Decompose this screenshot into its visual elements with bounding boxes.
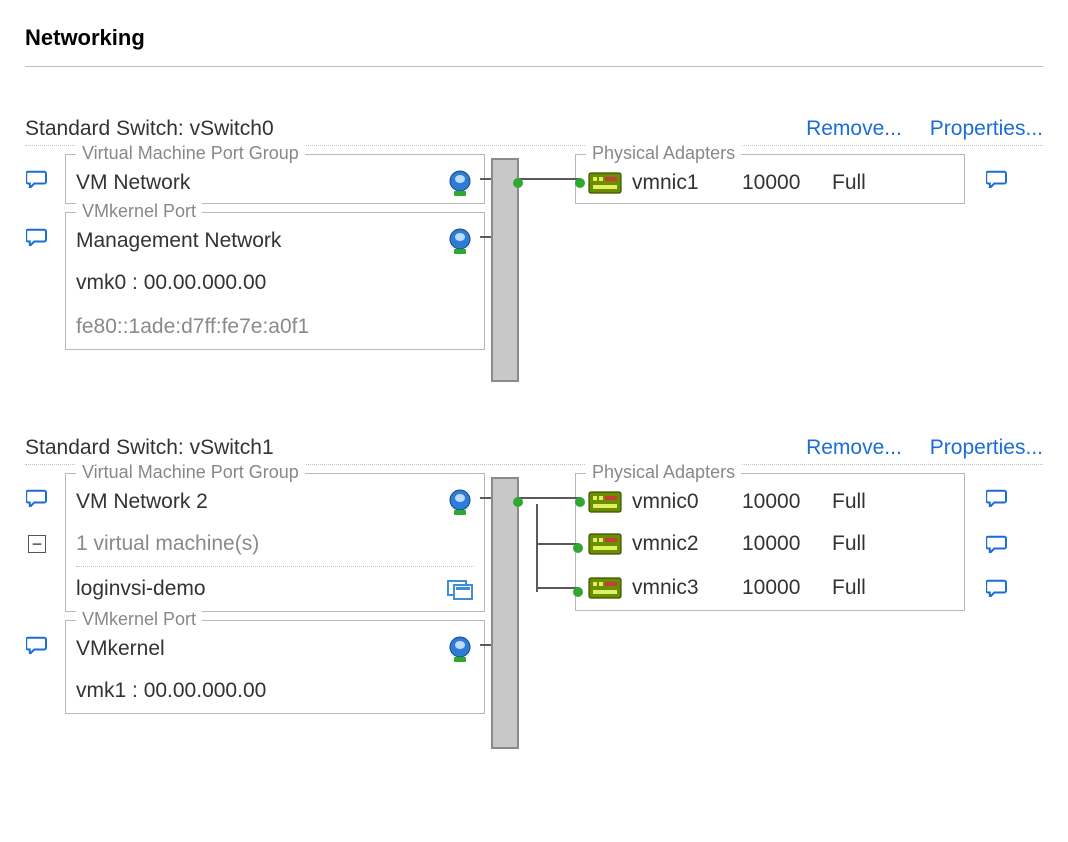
trunk-column — [485, 154, 525, 386]
adapter-speed: 10000 — [742, 576, 822, 600]
connector-dot — [573, 587, 583, 597]
nic-icon — [588, 532, 622, 556]
switch-trunk — [491, 477, 519, 749]
page-title: Networking — [25, 25, 1043, 67]
port-group-row: loginvsi-demo — [66, 567, 484, 611]
adapter-speed: 10000 — [742, 171, 822, 195]
adapters-column: Physical Adapters vmnic0 10000 Full vmni… — [525, 473, 965, 753]
remove-link[interactable]: Remove... — [806, 117, 902, 141]
port-group-row: VMkernel — [66, 621, 484, 669]
connector-line — [518, 178, 580, 180]
speech-icon[interactable] — [986, 489, 1008, 507]
port-groups-column: Virtual Machine Port Group VM Network VM… — [25, 154, 485, 386]
nic-icon — [588, 490, 622, 514]
vswitch-diagram: Virtual Machine Port Group VM Network VM… — [25, 154, 1043, 386]
port-group-row: vmk1 : 00.00.000.00 — [66, 669, 484, 713]
adapter-name: vmnic1 — [632, 171, 732, 195]
port-group-text: VMkernel — [76, 637, 446, 661]
trunk-column — [485, 473, 525, 753]
port-group-text: VM Network — [76, 171, 446, 195]
vswitch-actions: Remove... Properties... — [806, 117, 1043, 141]
speech-icon[interactable] — [986, 579, 1008, 597]
adapter-duplex: Full — [832, 576, 882, 600]
connector-dot — [575, 178, 585, 188]
adapter-name: vmnic2 — [632, 532, 732, 556]
port-icon — [446, 635, 474, 663]
connector-dot — [513, 497, 523, 507]
speech-icon[interactable] — [986, 535, 1008, 553]
physical-adapters-group: Physical Adapters vmnic1 10000 Full — [575, 154, 965, 204]
port-group-row: fe80::1ade:d7ff:fe7e:a0f1 — [66, 305, 484, 349]
connector-dot — [575, 497, 585, 507]
port-group-text: VM Network 2 — [76, 490, 446, 514]
vswitch-label: Standard Switch: vSwitch1 — [25, 436, 806, 460]
nic-icon — [588, 576, 622, 600]
port-group-row: VM Network 2 — [66, 474, 484, 522]
adapter-speed: 10000 — [742, 490, 822, 514]
properties-link[interactable]: Properties... — [930, 117, 1043, 141]
connector-line — [536, 587, 578, 589]
speech-icon[interactable] — [26, 170, 48, 188]
connector-line — [518, 497, 580, 499]
vswitch-header: Standard Switch: vSwitch1 Remove... Prop… — [25, 436, 1043, 465]
port-group-text: fe80::1ade:d7ff:fe7e:a0f1 — [76, 315, 474, 339]
port-group-text: Management Network — [76, 229, 446, 253]
connector-dot — [573, 543, 583, 553]
vswitch-diagram: Virtual Machine Port Group VM Network 2−… — [25, 473, 1043, 753]
speech-icon[interactable] — [26, 636, 48, 654]
port-group-text: vmk1 : 00.00.000.00 — [76, 679, 474, 703]
remove-link[interactable]: Remove... — [806, 436, 902, 460]
physical-adapter-row: vmnic3 10000 Full — [576, 566, 964, 610]
port-icon — [446, 488, 474, 516]
port-group: VMkernel Port Management Networkvmk0 : 0… — [65, 212, 485, 350]
port-group-text: loginvsi-demo — [76, 577, 446, 601]
adapter-speed: 10000 — [742, 532, 822, 556]
properties-link[interactable]: Properties... — [930, 436, 1043, 460]
vswitch-block: Standard Switch: vSwitch1 Remove... Prop… — [25, 436, 1043, 753]
speech-icon[interactable] — [986, 170, 1008, 188]
port-groups-column: Virtual Machine Port Group VM Network 2−… — [25, 473, 485, 753]
port-group-text: vmk0 : 00.00.000.00 — [76, 271, 474, 295]
port-group-row: vmk0 : 00.00.000.00 — [66, 261, 484, 305]
connector-line — [536, 504, 538, 592]
speech-icon[interactable] — [26, 489, 48, 507]
physical-adapter-row: vmnic1 10000 Full — [576, 155, 964, 203]
vswitch-actions: Remove... Properties... — [806, 436, 1043, 460]
port-group-text: 1 virtual machine(s) — [76, 532, 474, 556]
adapter-name: vmnic0 — [632, 490, 732, 514]
port-group-row: −1 virtual machine(s) — [66, 522, 484, 566]
physical-adapters-group: Physical Adapters vmnic0 10000 Full vmni… — [575, 473, 965, 611]
connector-dot — [513, 178, 523, 188]
vswitch-label: Standard Switch: vSwitch0 — [25, 117, 806, 141]
nic-icon — [588, 171, 622, 195]
connector-line — [536, 543, 578, 545]
port-group-row: VM Network — [66, 155, 484, 203]
port-group: Virtual Machine Port Group VM Network 2−… — [65, 473, 485, 612]
collapse-icon[interactable]: − — [28, 535, 46, 553]
switch-trunk — [491, 158, 519, 382]
physical-adapter-row: vmnic0 10000 Full — [576, 474, 964, 522]
adapter-duplex: Full — [832, 490, 882, 514]
vswitch-block: Standard Switch: vSwitch0 Remove... Prop… — [25, 117, 1043, 386]
adapter-duplex: Full — [832, 532, 882, 556]
vm-icon — [446, 577, 474, 601]
speech-icon[interactable] — [26, 228, 48, 246]
physical-adapter-row: vmnic2 10000 Full — [576, 522, 964, 566]
port-group-row: Management Network — [66, 213, 484, 261]
adapter-name: vmnic3 — [632, 576, 732, 600]
port-icon — [446, 227, 474, 255]
port-icon — [446, 169, 474, 197]
adapter-duplex: Full — [832, 171, 882, 195]
vswitch-header: Standard Switch: vSwitch0 Remove... Prop… — [25, 117, 1043, 146]
port-group: VMkernel Port VMkernelvmk1 : 00.00.000.0… — [65, 620, 485, 714]
adapters-column: Physical Adapters vmnic1 10000 Full — [525, 154, 965, 386]
port-group: Virtual Machine Port Group VM Network — [65, 154, 485, 204]
